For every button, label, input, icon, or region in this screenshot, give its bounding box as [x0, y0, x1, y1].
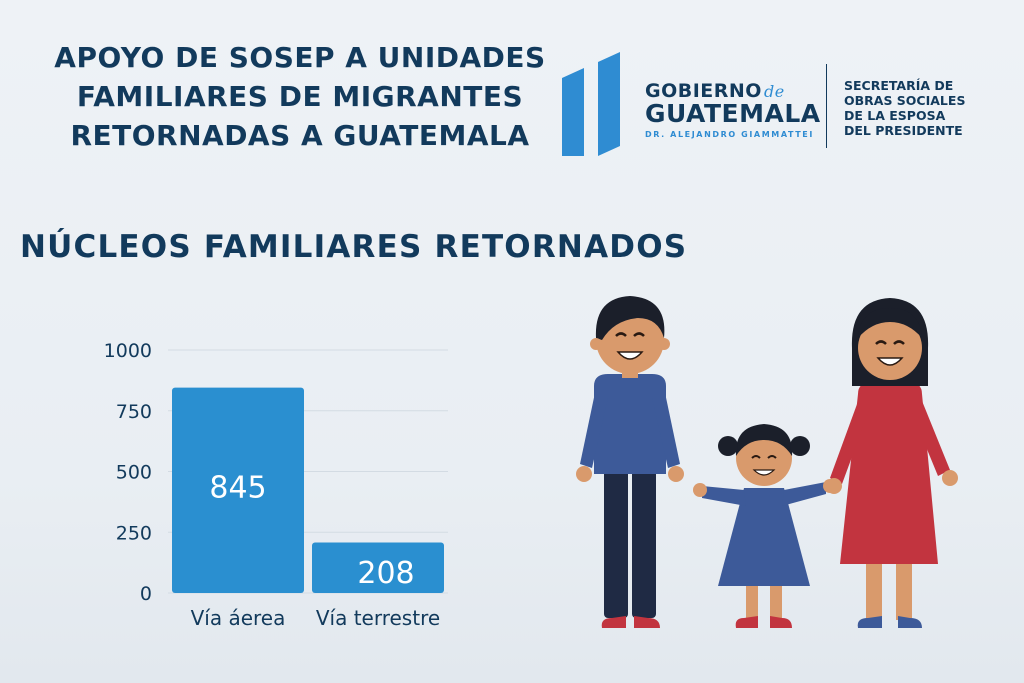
- logo-guatemala: GUATEMALA: [645, 99, 821, 128]
- sosep-logo-text: SECRETARÍA DE OBRAS SOCIALES DE LA ESPOS…: [844, 78, 965, 138]
- x-tick-label: Vía áerea: [191, 606, 286, 630]
- bar-data-label: 208: [357, 556, 414, 591]
- sosep-line-2: OBRAS SOCIALES: [844, 93, 966, 108]
- girl-figure-icon: [693, 424, 837, 628]
- family-illustration: [576, 296, 958, 628]
- boy-figure-icon: [576, 296, 684, 628]
- y-tick-label: 500: [116, 462, 152, 484]
- chart-title: NÚCLEOS FAMILIARES RETORNADOS: [20, 229, 688, 265]
- bar-data-label: 845: [209, 471, 266, 506]
- logo-divider: [826, 64, 827, 148]
- y-tick-label: 0: [140, 583, 152, 605]
- gobierno-logo-text: GOBIERNO de GUATEMALA DR. ALEJANDRO GIAMM…: [645, 80, 821, 139]
- bar: [172, 387, 304, 593]
- sosep-line-4: DEL PRESIDENTE: [844, 123, 963, 138]
- woman-figure-icon: [826, 298, 958, 628]
- sosep-line-1: SECRETARÍA DE: [844, 78, 954, 93]
- bar: [312, 542, 444, 593]
- y-tick-label: 1000: [104, 340, 152, 362]
- bar-chart: 0 250 500 750 1000 845 Vía áerea 208 Vía terrest…: [104, 340, 448, 630]
- y-tick-label: 250: [116, 522, 152, 544]
- sosep-line-3: DE LA ESPOSA: [844, 108, 946, 123]
- x-tick-label: Vía terrestre: [316, 606, 440, 630]
- page-title: APOYO DE SOSEP A UNIDADES FAMILIARES DE …: [40, 38, 560, 155]
- y-tick-label: 750: [116, 401, 152, 423]
- logo-gobierno: GOBIERNO: [645, 80, 762, 102]
- logo-de: de: [763, 82, 785, 101]
- title-line-3: RETORNADAS A GUATEMALA: [70, 119, 530, 152]
- gobierno-logo-icon: [562, 52, 620, 156]
- title-line-1: APOYO DE SOSEP A UNIDADES: [54, 41, 546, 74]
- logo-bar-right: [598, 52, 620, 156]
- logo-bar-left: [562, 68, 584, 156]
- title-line-2: FAMILIARES DE MIGRANTES: [76, 80, 524, 113]
- logo-president: DR. ALEJANDRO GIAMMATTEI: [645, 130, 814, 139]
